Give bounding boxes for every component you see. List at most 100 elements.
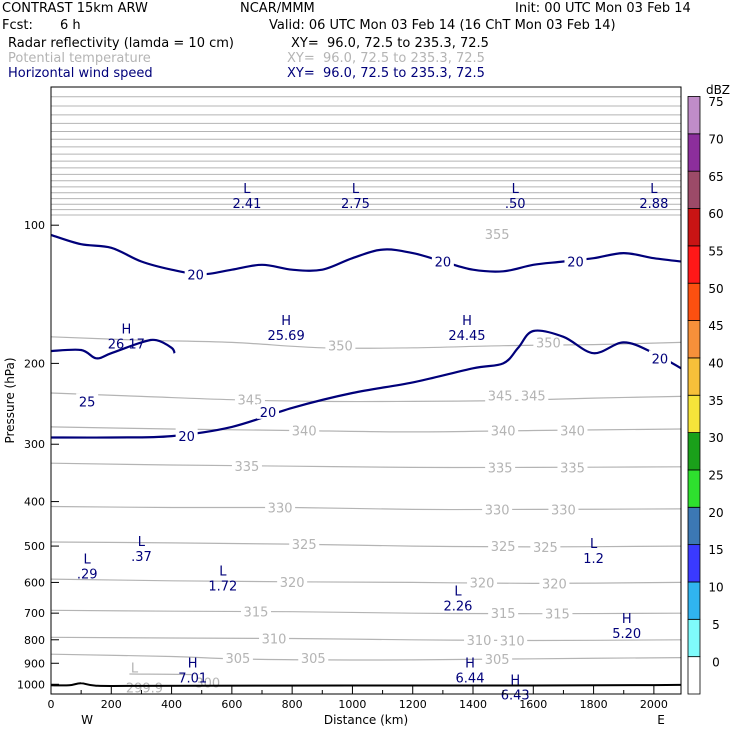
theta-contour-label: 350 <box>328 340 353 355</box>
wind-extremum-value: 1.2 <box>583 552 604 567</box>
org-label: NCAR/MMM <box>240 1 315 16</box>
theta-contour-label: 310 <box>262 633 287 648</box>
wind-extremum-value: .37 <box>131 550 152 565</box>
wind-contour-label: 20 <box>260 406 277 421</box>
wind-extremum-high: H <box>188 657 198 672</box>
theta-label-bg <box>222 650 253 666</box>
y-tick-label: 900 <box>24 657 45 670</box>
valid-time: Valid: 06 UTC Mon 03 Feb 14 (16 ChT Mon … <box>269 18 616 33</box>
theta-contour-label: 310 <box>467 634 492 649</box>
field-xy-wind: XY= 96.0, 72.5 to 235.3, 72.5 <box>287 66 485 81</box>
x-tick-label: 1800 <box>580 698 608 711</box>
x-end-label-east: E <box>657 713 665 727</box>
theta-contour-label: 300 <box>195 676 220 691</box>
colorbar-level-label: 35 <box>708 394 723 408</box>
theta-label-bg <box>539 575 570 591</box>
wind-label-bg <box>175 428 198 444</box>
wind-extremum-value: 24.45 <box>448 329 485 344</box>
wind-extremum-low: L <box>352 182 360 197</box>
y-tick-label: 1000 <box>17 678 45 691</box>
theta-contour-label: 335 <box>235 460 260 475</box>
wind-extremum-low: L <box>243 182 251 197</box>
colorbar-level-label: 60 <box>708 207 723 221</box>
colorbar-level-label: 25 <box>708 469 723 483</box>
theta-label-bg <box>557 422 588 438</box>
wind-contour-20 <box>50 329 682 439</box>
theta-label-bg <box>265 499 296 515</box>
theta-contour-325 <box>50 541 682 548</box>
theta-label-bg <box>289 422 320 438</box>
colorbar-swatch <box>687 133 701 172</box>
y-tick-label: 500 <box>24 540 45 553</box>
theta-contour-label: 340 <box>560 424 585 439</box>
theta-label-bg <box>482 650 513 666</box>
wind-extremum-value: 6.44 <box>456 672 485 687</box>
theta-label-bg <box>234 391 265 407</box>
wind-extremum-high: H <box>465 657 475 672</box>
field-name-theta: Potential temperature <box>8 51 151 66</box>
colorbar-swatch <box>687 656 701 695</box>
theta-contour-label: 330 <box>268 501 293 516</box>
theta-contour-label: 315 <box>545 608 570 623</box>
colorbar-level-label: 15 <box>708 543 723 557</box>
theta-label-bg <box>482 501 513 517</box>
theta-contour-330 <box>50 505 682 511</box>
wind-extremum-value: 2.26 <box>443 599 472 614</box>
plot-frame <box>50 86 682 695</box>
x-tick-label: 2000 <box>640 698 668 711</box>
theta-contour-label: 315 <box>491 607 516 622</box>
x-tick-label: 1200 <box>399 698 427 711</box>
y-axis-title: Pressure (hPa) <box>3 357 17 443</box>
wind-extremum-low: L <box>590 537 598 552</box>
field-xy-theta: XY= 96.0, 72.5 to 235.3, 72.5 <box>287 51 485 66</box>
theta-contour-label: 310 <box>500 635 525 650</box>
theta-label-bg <box>464 631 495 647</box>
theta-label-bg <box>533 334 564 350</box>
theta-label-bg <box>518 387 549 403</box>
theta-label-bg <box>485 459 516 475</box>
colorbar-swatch <box>687 581 701 620</box>
wind-extremum-value: 25.69 <box>268 329 305 344</box>
init-time: Init: 00 UTC Mon 03 Feb 14 <box>515 1 691 16</box>
theta-contour-315 <box>50 609 682 615</box>
theta-label-bg <box>259 630 290 646</box>
colorbar-swatch <box>687 208 701 247</box>
colorbar-swatch <box>687 245 701 284</box>
x-tick-label: 1000 <box>338 698 366 711</box>
theta-contour-label: 305 <box>301 652 326 667</box>
wind-extremum-high: H <box>462 314 472 329</box>
x-tick-label: 800 <box>282 698 303 711</box>
wind-extremum-value: .50 <box>505 197 526 212</box>
colorbar-swatch <box>687 170 701 209</box>
y-tick-label: 600 <box>24 576 45 589</box>
terrain-line <box>50 682 682 687</box>
wind-contour-20 <box>50 233 682 276</box>
theta-contour-label: 330 <box>551 503 576 518</box>
wind-contour-label: 20 <box>187 268 204 283</box>
x-tick-label: 1400 <box>459 698 487 711</box>
wind-extremum-low: L <box>138 535 146 550</box>
wind-label-bg <box>648 350 671 366</box>
theta-contour-350 <box>50 336 682 349</box>
y-tick-label: 700 <box>24 607 45 620</box>
x-tick-label: 400 <box>161 698 182 711</box>
theta-contour-320 <box>50 578 682 585</box>
colorbar-swatch <box>687 544 701 583</box>
theta-label-bg <box>488 422 519 438</box>
theta-contour-345 <box>50 392 682 403</box>
wind-extremum-high: H <box>510 673 520 688</box>
y-tick-label: 800 <box>24 634 45 647</box>
wind-label-bg <box>257 403 280 419</box>
wind-contour-label: 20 <box>567 256 584 271</box>
wind-extremum-value: 2.41 <box>232 197 261 212</box>
colorbar-level-label: 10 <box>708 581 723 595</box>
theta-label-bg <box>485 387 516 403</box>
colorbar-unit: dBZ <box>706 83 730 97</box>
theta-contour-label: 340 <box>292 424 317 439</box>
theta-contour-label: 330 <box>485 503 510 518</box>
colorbar-swatch <box>687 320 701 359</box>
theta-contour-label: 325 <box>491 540 516 555</box>
theta-label-bg <box>557 459 588 475</box>
colorbar-swatch <box>687 618 701 658</box>
